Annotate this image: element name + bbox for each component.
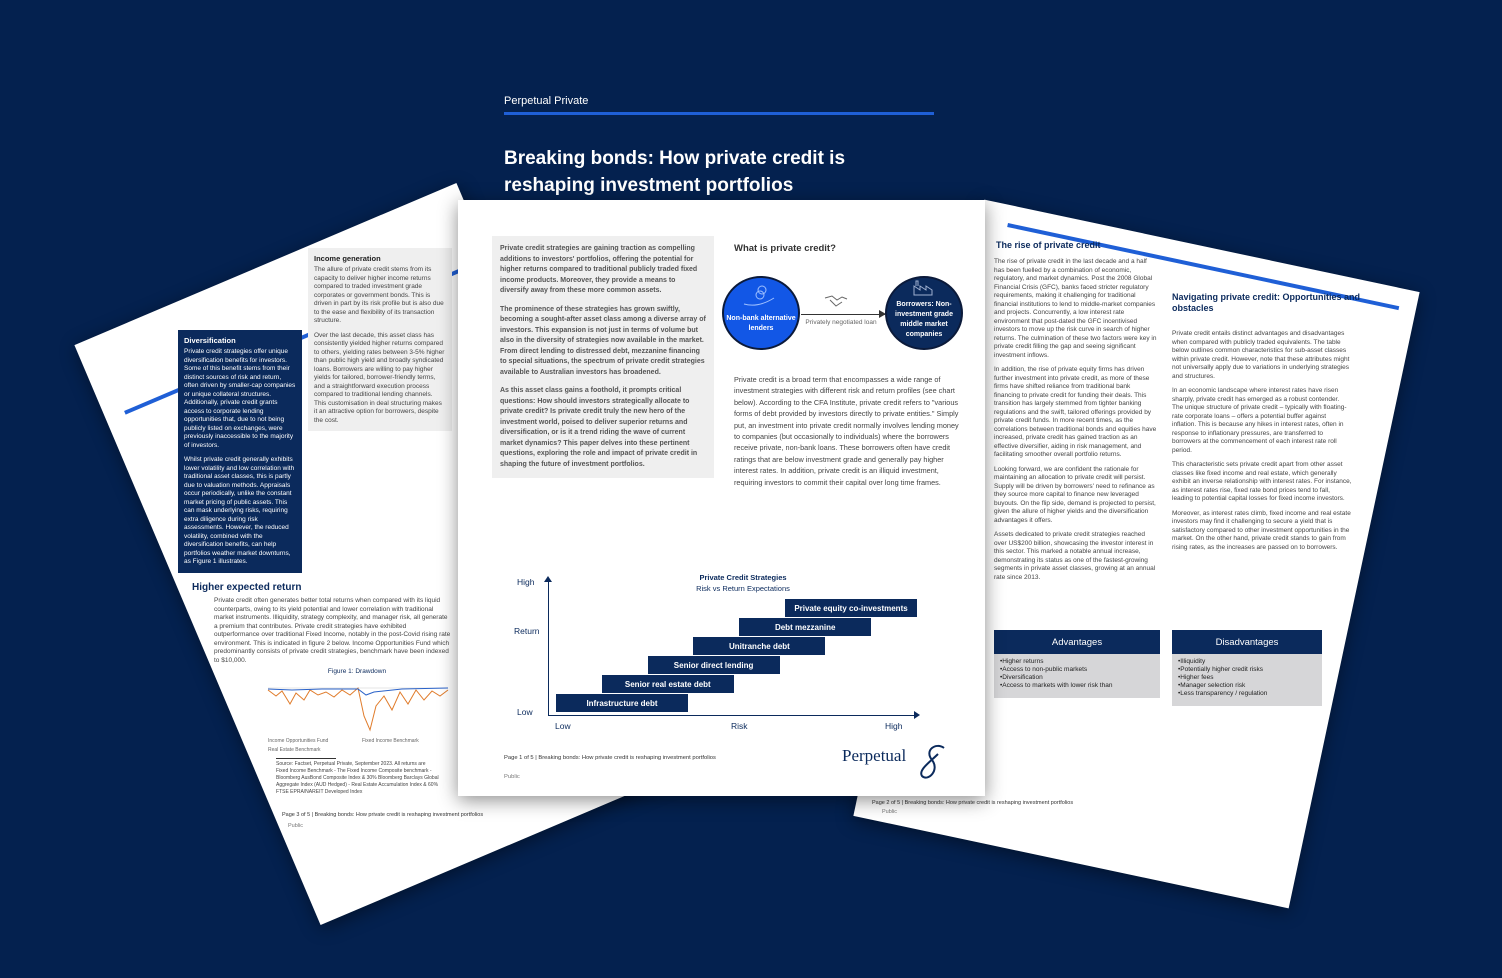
y-axis-arrow-icon	[544, 576, 552, 582]
header-rule	[504, 112, 934, 115]
disadvantages-list: •Illiquidity •Potentially higher credit …	[1172, 654, 1322, 702]
rise-paragraph: Looking forward, we are confident the ra…	[994, 465, 1156, 524]
rise-column: The rise of private credit in the last d…	[994, 258, 1158, 582]
footnotes: Source: Factset, Perpetual Private, Sept…	[276, 761, 452, 796]
navigating-paragraph: This characteristic sets private credit …	[1172, 461, 1352, 502]
navigating-column: Private credit entails distinct advantag…	[1172, 330, 1352, 552]
disadvantage-item: •Higher fees	[1178, 674, 1214, 681]
classification-label: Public	[882, 809, 897, 815]
borrower-label: Borrowers: Non-investment grade middle m…	[895, 301, 953, 338]
navigating-paragraph: Moreover, as interest rates climb, fixed…	[1172, 509, 1351, 551]
higher-expected-return-heading: Higher expected return	[192, 582, 302, 593]
chart-subtitle: Risk vs Return Expectations	[696, 584, 790, 593]
classification-label: Public	[288, 823, 303, 829]
y-axis-high: High	[517, 577, 535, 587]
disadvantage-item: •Manager selection risk	[1178, 682, 1246, 689]
footnote-rule	[276, 758, 336, 759]
y-axis-low: Low	[517, 707, 533, 717]
rise-paragraph: The rise of private credit in the last d…	[994, 258, 1157, 359]
rise-paragraph: Assets dedicated to private credit strat…	[994, 531, 1156, 581]
intro-paragraph: The prominence of these strategies has g…	[500, 305, 706, 376]
y-axis-label: Return	[514, 626, 540, 636]
brand-label: Perpetual Private	[504, 95, 589, 107]
title-line: reshaping investment portfolios	[504, 175, 794, 196]
handshake-icon	[824, 295, 848, 307]
figure-title: Figure 1: Drawdown	[327, 668, 387, 675]
x-axis-arrow-icon	[914, 711, 920, 719]
disadvantage-item: •Illiquidity	[1178, 658, 1206, 665]
fund-line	[267, 687, 449, 696]
intro-paragraph: Private credit strategies are gaining tr…	[500, 245, 698, 294]
advantage-item: •Diversification	[1000, 674, 1043, 681]
lender-label: Non-bank alternative lenders	[726, 315, 796, 332]
disadvantage-item: •Less transparency / regulation	[1178, 690, 1268, 697]
footnote: Fixed Income Benchmark - The Fixed Incom…	[276, 768, 439, 795]
y-axis	[548, 580, 549, 716]
disadvantages-heading: Disadvantages	[1172, 630, 1322, 654]
risk-return-chart: Private Credit Strategies Risk vs Return…	[458, 570, 985, 750]
advantages-heading: Advantages	[994, 630, 1160, 654]
what-is-private-credit-heading: What is private credit?	[734, 243, 836, 254]
classification-label: Public	[504, 774, 520, 780]
chart-title: Private Credit Strategies	[699, 573, 787, 582]
x-axis-high: High	[885, 721, 903, 731]
arrow-head-icon	[879, 310, 886, 318]
legend-fixed-income: Fixed Income Benchmark	[362, 738, 419, 744]
factory-icon	[913, 280, 933, 296]
intro-box: Private credit strategies are gaining tr…	[492, 236, 714, 478]
perpetual-logo: Perpetual	[842, 746, 907, 765]
figure-1-drawdown-chart: Figure 1: Drawdown Income Opportunities …	[262, 668, 452, 754]
benchmark-line	[267, 687, 449, 732]
navigating-heading: Navigating private credit: Opportunities…	[1172, 292, 1361, 313]
advantage-item: •Higher returns	[1000, 658, 1044, 665]
title-line: Breaking bonds: How private credit is	[504, 148, 846, 169]
page-footer: Page 1 of 5 | Breaking bonds: How privat…	[504, 755, 716, 761]
strategy-bar: Private equity co-investments	[785, 599, 917, 617]
navigating-paragraph: In an economic landscape where interest …	[1172, 387, 1347, 454]
diversification-heading: Diversification	[184, 336, 236, 345]
document-page-1: Private credit strategies are gaining tr…	[458, 200, 985, 796]
x-axis-low: Low	[555, 721, 571, 731]
strategy-bar: Senior direct lending	[647, 656, 780, 674]
higher-return-text: Private credit often generates better to…	[214, 597, 451, 664]
diversification-box: Diversification Private credit strategie…	[178, 330, 302, 573]
drawdown-lines: Income Opportunities Fund Fixed Income B…	[267, 687, 449, 753]
strategy-bar: Debt mezzanine	[739, 618, 872, 636]
strategy-bar: Infrastructure debt	[556, 694, 688, 712]
strategy-bar: Unitranche debt	[693, 637, 826, 655]
strategy-bar: Senior real estate debt	[601, 675, 734, 693]
diversification-text: Private credit strategies offer unique d…	[184, 348, 296, 449]
loan-label: Privately negotiated loan	[805, 319, 877, 326]
intro-paragraph: As this asset class gains a foothold, it…	[500, 387, 698, 468]
legend-fund: Income Opportunities Fund	[268, 738, 329, 744]
income-text: The allure of private credit stems from …	[314, 266, 444, 324]
advantage-item: •Access to markets with lower risk than	[1000, 682, 1113, 689]
perpetual-logo-mark	[920, 744, 945, 779]
legend-real-estate: Real Estate Benchmark	[268, 747, 321, 753]
advantages-list: •Higher returns •Access to non-public ma…	[994, 654, 1160, 694]
definition-text: Private credit is a broad term that enco…	[734, 375, 959, 487]
diversification-text-2: Whilst private credit generally exhibits…	[184, 456, 295, 565]
disadvantages-box: Disadvantages •Illiquidity •Potentially …	[1172, 630, 1322, 706]
navigating-paragraph: Private credit entails distinct advantag…	[1172, 330, 1350, 380]
income-generation-box: Income generation The allure of private …	[308, 248, 452, 431]
footnote: Source: Factset, Perpetual Private, Sept…	[276, 761, 426, 767]
lender-circle: Non-bank alternative lenders	[722, 276, 800, 350]
rise-paragraph: In addition, the rise of private equity …	[994, 366, 1157, 458]
page-title: Breaking bonds: How private credit is re…	[504, 145, 845, 199]
advantages-box: Advantages •Higher returns •Access to no…	[994, 630, 1160, 698]
advantage-item: •Access to non-public markets	[1000, 666, 1088, 673]
x-axis-label: Risk	[731, 721, 748, 731]
loan-arrow	[801, 314, 885, 315]
page-footer: Page 3 of 5 | Breaking bonds: How privat…	[282, 812, 484, 818]
page-footer: Page 2 of 5 | Breaking bonds: How privat…	[872, 800, 1074, 806]
x-axis	[548, 715, 918, 716]
disadvantage-item: •Potentially higher credit risks	[1178, 666, 1264, 673]
income-text-2: Over the last decade, this asset class h…	[314, 331, 445, 424]
rise-heading: The rise of private credit	[996, 240, 1101, 250]
income-heading: Income generation	[314, 254, 381, 263]
hand-coins-icon	[743, 285, 775, 306]
